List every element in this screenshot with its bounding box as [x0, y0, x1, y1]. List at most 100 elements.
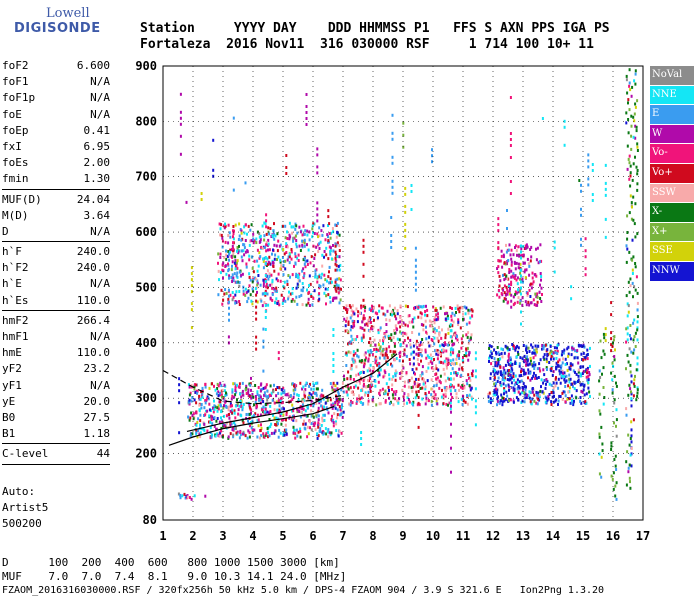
echo-point [262, 266, 265, 270]
echo-point [234, 267, 237, 271]
echo-point [635, 275, 638, 279]
echo-point [390, 362, 392, 366]
echo-point [323, 273, 326, 277]
echo-point [373, 348, 376, 351]
echo-point [195, 401, 198, 405]
echo-point [405, 344, 408, 348]
echo-point [235, 261, 238, 265]
echo-point [408, 379, 411, 382]
echo-point [587, 159, 590, 163]
echo-point [444, 333, 447, 337]
echo-point [546, 348, 549, 352]
echo-point [217, 269, 220, 273]
echo-point [636, 99, 639, 103]
echo-point [497, 259, 500, 263]
echo-point [189, 433, 192, 437]
echo-point [434, 373, 437, 376]
echo-point [498, 295, 501, 299]
echo-point [236, 383, 238, 387]
echo-point [332, 370, 335, 373]
echo-point [394, 324, 397, 328]
echo-point [312, 231, 314, 235]
echo-point [409, 362, 412, 366]
echo-point [412, 325, 415, 329]
echo-point [335, 264, 338, 268]
echo-point [316, 147, 319, 151]
echo-point [566, 397, 569, 401]
echo-point [626, 450, 629, 454]
echo-point [223, 424, 226, 428]
echo-point [367, 402, 370, 406]
echo-point [247, 296, 250, 300]
echo-point [255, 347, 258, 351]
echo-point [256, 435, 259, 439]
echo-point [537, 394, 539, 398]
echo-point [258, 232, 261, 236]
echo-point [489, 350, 492, 354]
echo-point [410, 352, 413, 356]
echo-point [541, 293, 543, 296]
echo-point [598, 409, 601, 413]
echo-point [586, 357, 589, 361]
echo-point [225, 405, 228, 409]
echo-point [204, 494, 207, 498]
echo-point [308, 391, 311, 395]
echo-point [232, 237, 235, 241]
echo-point [275, 277, 278, 281]
echo-point [336, 230, 339, 234]
echo-point [527, 300, 530, 304]
echo-point [278, 303, 281, 307]
echo-point [326, 399, 329, 402]
echo-point [363, 328, 366, 332]
echo-point [529, 356, 532, 360]
echo-point [401, 364, 404, 368]
echo-point [310, 387, 313, 391]
echo-point [286, 230, 288, 234]
digisonde-logo: Lowell DIGISONDE [2, 4, 102, 44]
echo-point [276, 279, 279, 283]
echo-point [255, 335, 258, 339]
echo-point [233, 395, 236, 399]
echo-point [289, 394, 292, 398]
echo-point [520, 379, 523, 383]
echo-point [234, 404, 237, 408]
echo-point [245, 413, 248, 416]
param-label: h`E [2, 277, 22, 291]
echo-point [227, 435, 230, 439]
echo-point [273, 222, 275, 226]
echo-point [518, 254, 521, 258]
echo-point [305, 303, 308, 307]
echo-point [301, 243, 304, 247]
echo-point [395, 390, 398, 393]
echo-point [392, 336, 395, 340]
echo-point [562, 390, 565, 394]
echo-point [568, 373, 571, 377]
echo-point [228, 274, 231, 278]
echo-point [631, 272, 634, 275]
echo-point [562, 371, 564, 375]
param-value: 3.64 [83, 208, 111, 222]
echo-point [395, 317, 398, 321]
echo-point [238, 436, 241, 440]
echo-point [500, 393, 503, 397]
echo-point [506, 369, 509, 373]
echo-point [516, 300, 519, 304]
echo-point [401, 323, 404, 327]
echo-point [371, 398, 374, 402]
echo-point [625, 111, 628, 115]
echo-point [324, 238, 327, 242]
echo-point [370, 350, 373, 354]
echo-point [332, 328, 335, 331]
echo-point [311, 224, 314, 228]
echo-point [223, 389, 226, 393]
echo-point [248, 412, 251, 416]
echo-point [266, 389, 269, 393]
echo-point [419, 348, 422, 352]
echo-point [510, 376, 513, 380]
echo-point [512, 400, 515, 404]
echo-point [294, 252, 297, 256]
echo-point [424, 310, 427, 313]
echo-point [411, 320, 414, 324]
echo-point [301, 387, 304, 391]
echo-point [303, 426, 306, 430]
